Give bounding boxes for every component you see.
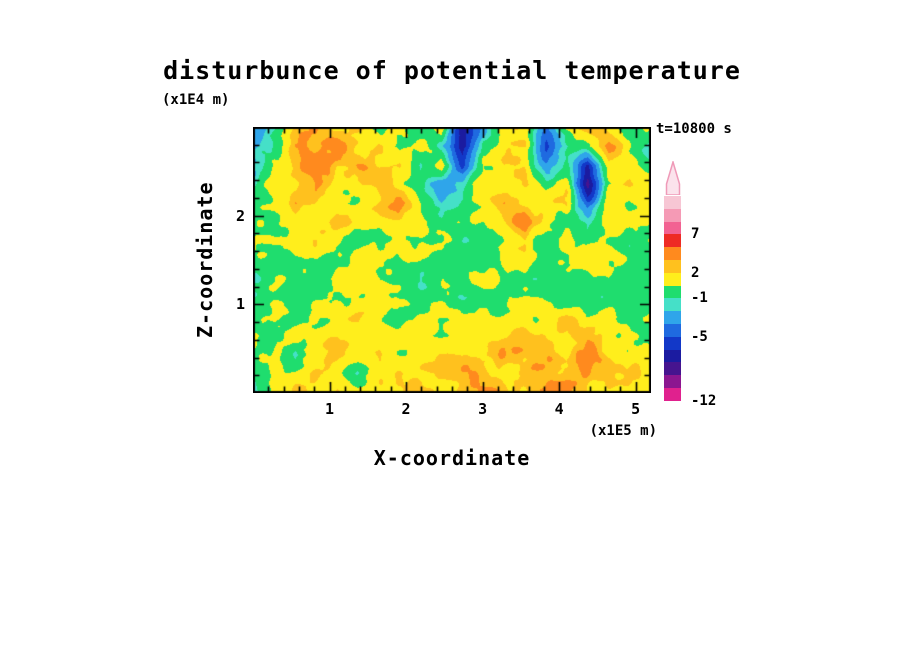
- colorbar-arrow-icon: [665, 161, 681, 195]
- colorbar-segment: [664, 323, 681, 337]
- x-axis-title: X-coordinate: [373, 446, 531, 470]
- colorbar-segment: [664, 259, 681, 273]
- colorbar-segment: [664, 196, 681, 209]
- x-tick-label: 4: [554, 400, 564, 418]
- colorbar-segment: [664, 285, 681, 299]
- x-axis-unit: (x1E5 m): [589, 423, 657, 439]
- colorbar-segment: [664, 247, 681, 260]
- x-tick-label: 5: [631, 400, 641, 418]
- z-tick-label: 1: [235, 295, 245, 314]
- colorbar-segment: [664, 387, 681, 401]
- time-annotation: t=10800 s: [656, 121, 732, 137]
- x-tick-label: 1: [325, 400, 335, 418]
- colorbar-label: 7: [691, 226, 700, 243]
- colorbar-label: -12: [691, 392, 717, 409]
- z-axis-unit: (x1E4 m): [162, 92, 230, 108]
- x-tick-label: 2: [401, 400, 411, 418]
- colorbar-segment: [664, 272, 681, 286]
- colorbar-segment: [664, 208, 681, 222]
- z-axis-title: Z-coordinate: [193, 181, 217, 339]
- colorbar-segment: [664, 311, 681, 324]
- colorbar-segment: [664, 298, 681, 312]
- heatmap-canvas: [253, 127, 651, 393]
- z-tick-label: 2: [235, 206, 245, 225]
- colorbar-segment: [664, 336, 681, 350]
- colorbar-segment: [664, 234, 681, 248]
- colorbar-label: -1: [691, 290, 708, 307]
- colorbar-segment: [664, 349, 681, 363]
- colorbar-segment: [664, 221, 681, 235]
- colorbar: [664, 196, 681, 401]
- x-tick-label: 3: [478, 400, 488, 418]
- colorbar-label: -5: [691, 328, 708, 345]
- colorbar-label: 2: [691, 264, 700, 281]
- chart-title: disturbunce of potential temperature: [163, 56, 741, 85]
- colorbar-segment: [664, 362, 681, 376]
- colorbar-segment: [664, 375, 681, 388]
